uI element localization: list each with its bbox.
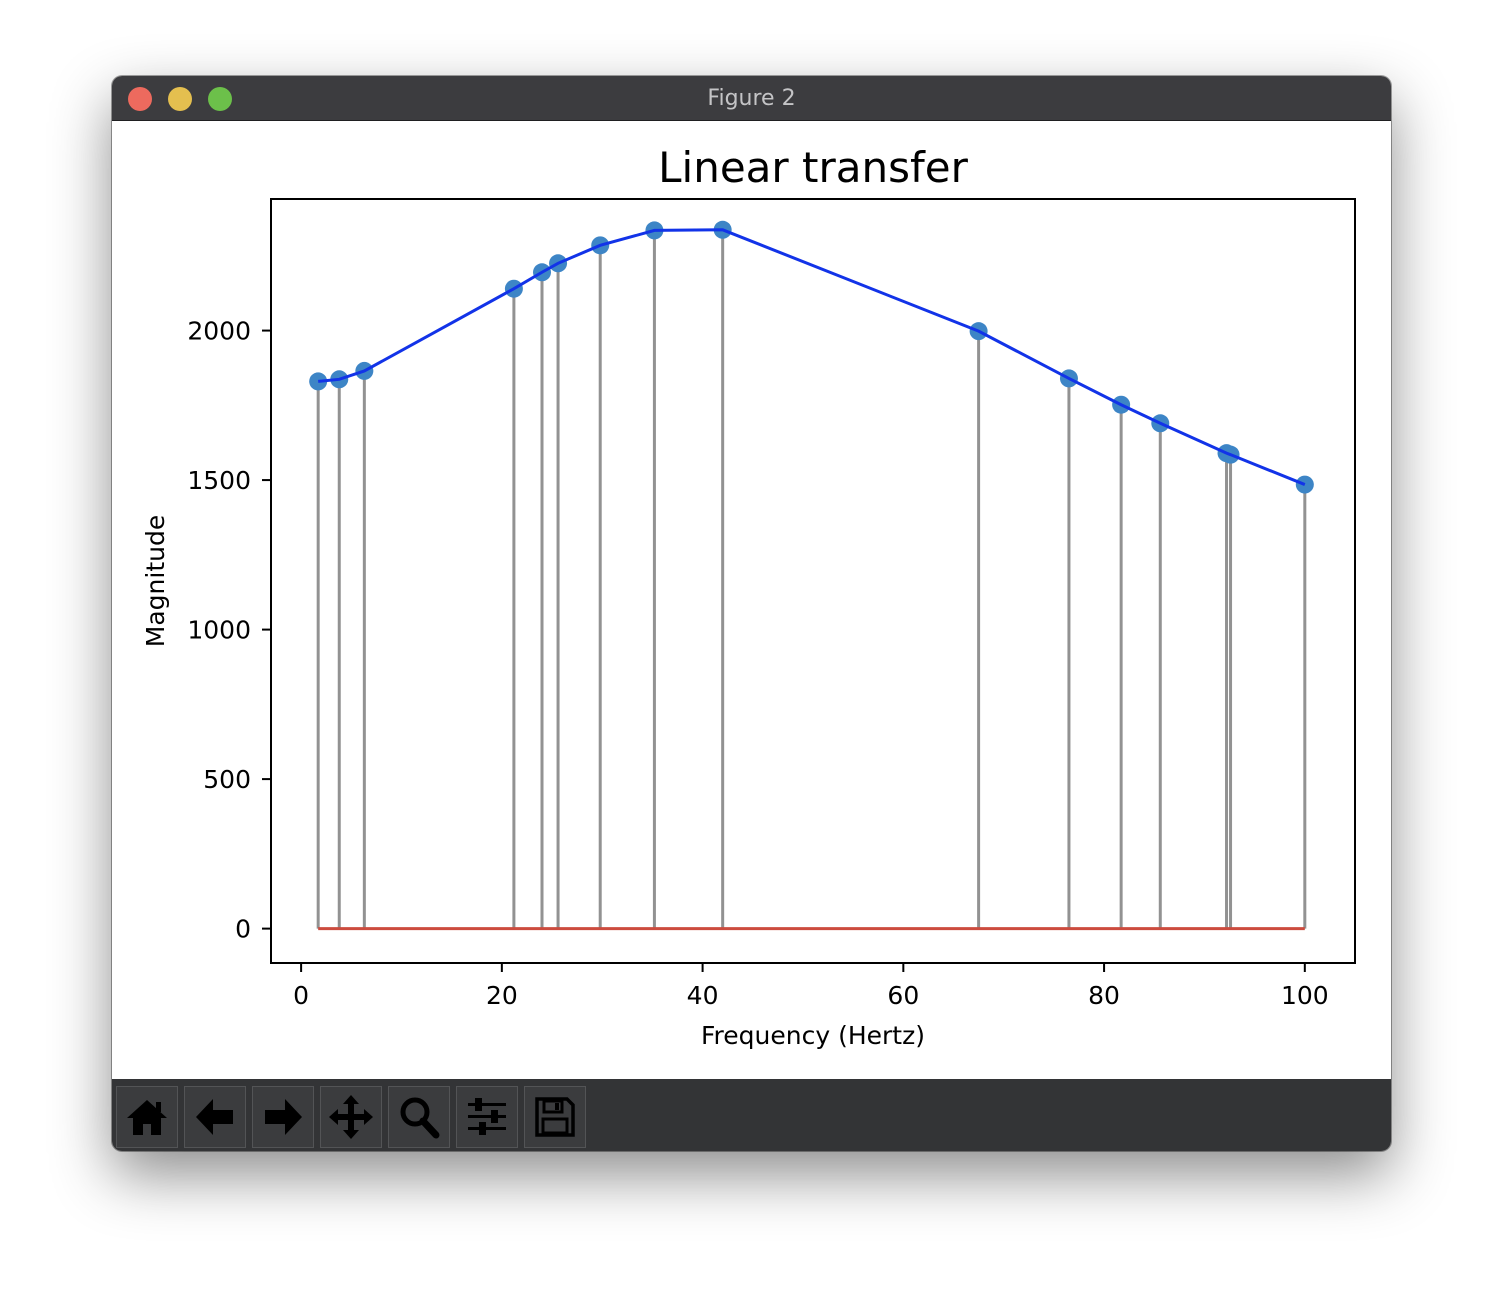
back-button[interactable] (184, 1086, 246, 1148)
y-tick-label: 1500 (187, 466, 251, 495)
move-icon (329, 1095, 373, 1139)
title-bar[interactable]: Figure 2 (112, 76, 1391, 121)
magnifier-icon (400, 1097, 440, 1139)
minimize-button[interactable] (168, 87, 192, 111)
y-axis-label: Magnitude (141, 515, 170, 647)
x-tick-label: 0 (293, 981, 309, 1010)
arrow-left-icon (196, 1099, 233, 1135)
x-tick-label: 40 (687, 981, 719, 1010)
close-button[interactable] (128, 87, 152, 111)
home-icon (127, 1100, 167, 1135)
series-line (318, 228, 1306, 486)
chart-title: Linear transfer (658, 143, 968, 192)
sliders-icon (468, 1098, 506, 1135)
plot-frame (270, 198, 1356, 964)
x-tick-label: 80 (1088, 981, 1120, 1010)
figure-window: Figure 2 Linear transfer 0 20 40 60 80 100 0 500… (112, 76, 1391, 1151)
x-axis-label: Frequency (Hertz) (701, 1021, 925, 1050)
figure-canvas[interactable]: Linear transfer 0 20 40 60 80 100 0 500 1000 1500 2… (112, 121, 1391, 1079)
y-tick-label: 500 (203, 765, 251, 794)
pan-button[interactable] (320, 1086, 382, 1148)
navigation-toolbar (112, 1079, 1391, 1151)
zoom-button[interactable] (388, 1086, 450, 1148)
y-tick-label: 1000 (187, 616, 251, 645)
x-tick-label: 20 (486, 981, 518, 1010)
configure-subplots-button[interactable] (456, 1086, 518, 1148)
floppy-disk-icon (535, 1097, 575, 1137)
zoom-window-button[interactable] (208, 87, 232, 111)
arrow-right-icon (265, 1099, 302, 1135)
window-title: Figure 2 (707, 86, 796, 111)
y-tick-label: 0 (235, 915, 251, 944)
x-tick-label: 60 (887, 981, 919, 1010)
forward-button[interactable] (252, 1086, 314, 1148)
home-button[interactable] (116, 1086, 178, 1148)
save-button[interactable] (524, 1086, 586, 1148)
y-tick-label: 2000 (187, 317, 251, 346)
x-tick-label: 100 (1281, 981, 1329, 1010)
